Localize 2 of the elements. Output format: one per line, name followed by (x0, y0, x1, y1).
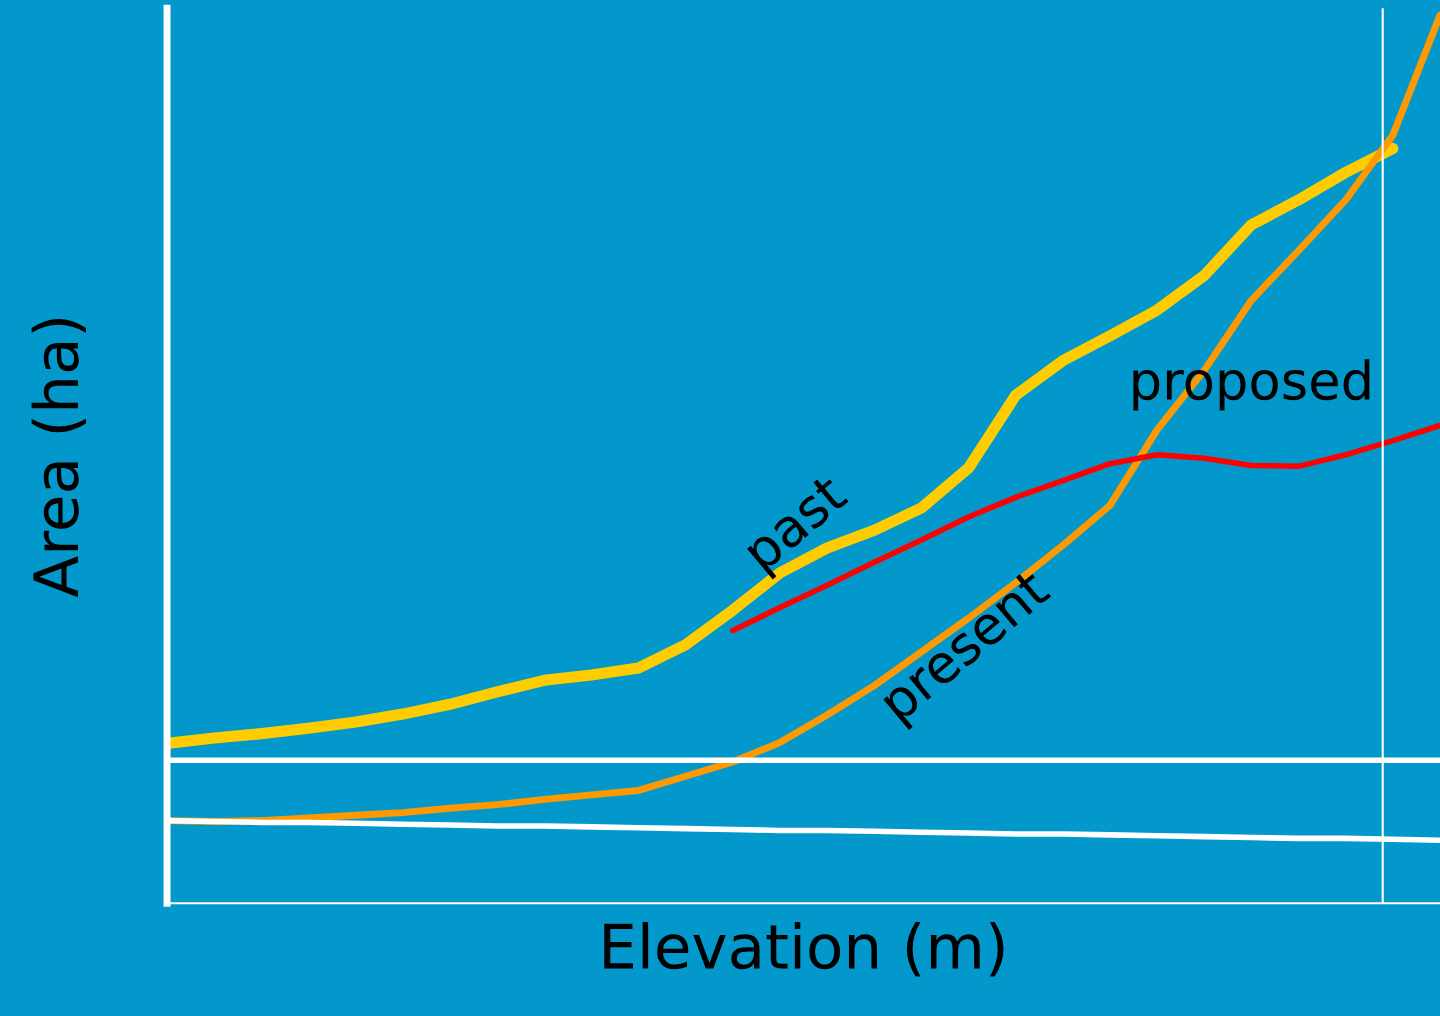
x-axis-title: Elevation (m) (604, 921, 1004, 977)
y-axis-title: Area (ha) (31, 318, 86, 598)
